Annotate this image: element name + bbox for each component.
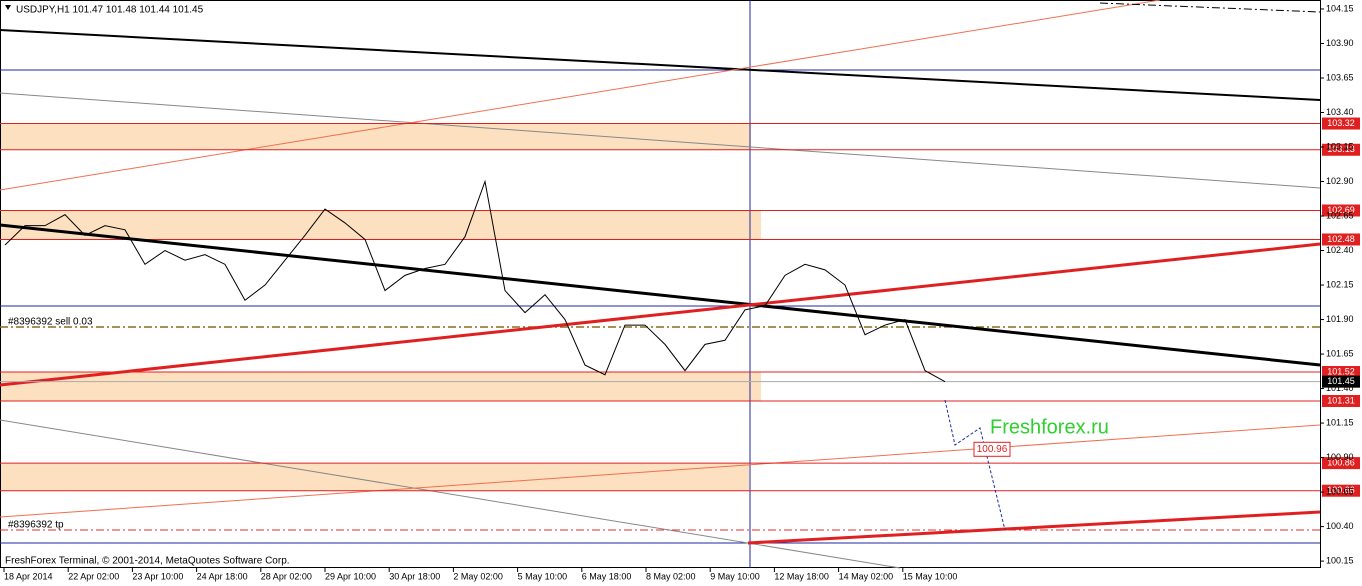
projection — [944, 399, 1006, 531]
level-label: 101.52 — [1327, 366, 1355, 376]
price-line — [4, 179, 946, 383]
level-label: 102.48 — [1327, 234, 1355, 244]
x-tick-label: 28 Apr 02:00 — [261, 571, 312, 581]
level-label: 101.31 — [1327, 395, 1355, 405]
level-label-box — [1322, 394, 1360, 407]
y-tick-label: 100.90 — [1326, 452, 1354, 462]
trend-line — [0, 29, 1321, 101]
y-tick-label: 103.90 — [1326, 38, 1354, 48]
trend-line — [0, 92, 1321, 189]
footer: FreshForex Terminal, © 2001-2014, MetaQu… — [5, 556, 290, 567]
level-label-box — [1322, 457, 1360, 470]
y-tick-label: 101.15 — [1326, 417, 1354, 427]
trend-line — [1099, 2, 1321, 13]
level-label: 100.66 — [1327, 485, 1355, 495]
y-tick-label: 104.15 — [1326, 3, 1354, 13]
zone — [1, 371, 761, 401]
y-tick-label: 102.40 — [1326, 245, 1354, 255]
level-label-box — [1322, 204, 1360, 217]
y-tick-label: 101.90 — [1326, 314, 1354, 324]
level-label-box — [1322, 365, 1360, 378]
y-tick-label: 103.15 — [1326, 141, 1354, 151]
level-label-box — [1322, 143, 1360, 156]
level-label-box — [1322, 117, 1360, 130]
level-label: 100.86 — [1327, 457, 1355, 467]
x-tick-label: 24 Apr 18:00 — [197, 571, 248, 581]
x-tick-label: 9 May 10:00 — [710, 571, 760, 581]
zone — [1, 463, 749, 491]
trend-line — [747, 510, 1321, 545]
x-tick-label: 15 May 10:00 — [903, 571, 958, 581]
y-tick-label: 101.65 — [1326, 348, 1354, 358]
x-tick-label: 22 Apr 02:00 — [68, 571, 119, 581]
y-tick-label: 101.40 — [1326, 383, 1354, 393]
target-box — [973, 441, 1011, 457]
y-tick-label: 102.90 — [1326, 176, 1354, 186]
level-label-box — [1322, 233, 1360, 246]
x-tick-label: 12 May 18:00 — [774, 571, 829, 581]
level-label: 103.32 — [1327, 118, 1355, 128]
y-tick-label: 100.40 — [1326, 521, 1354, 531]
zone — [1, 210, 761, 240]
level-label: 103.13 — [1327, 144, 1355, 154]
y-tick-label: 103.65 — [1326, 72, 1354, 82]
watermark: Freshforex.ru — [990, 416, 1109, 438]
x-tick-label: 5 May 10:00 — [518, 571, 568, 581]
x-tick-label: 8 May 02:00 — [646, 571, 696, 581]
chart-title: USDJPY,H1 101.47 101.48 101.44 101.45 — [16, 5, 204, 16]
y-tick-label: 102.65 — [1326, 210, 1354, 220]
trend-line — [0, 242, 1321, 387]
level-label-box — [1322, 484, 1360, 497]
y-tick-label: 100.65 — [1326, 486, 1354, 496]
x-tick-label: 30 Apr 18:00 — [389, 571, 440, 581]
y-tick-label: 103.40 — [1326, 107, 1354, 117]
target-label: 100.96 — [977, 444, 1008, 455]
trend-line — [0, 0, 1161, 191]
tp-label: #8396392 tp — [8, 520, 64, 531]
order-label: #8396392 sell 0.03 — [8, 317, 93, 328]
y-tick-label: 102.15 — [1326, 279, 1354, 289]
level-label: 102.69 — [1327, 205, 1355, 215]
x-tick-label: 14 May 02:00 — [839, 571, 894, 581]
current-price-box — [1322, 375, 1360, 388]
trend-line — [0, 223, 1321, 367]
trend-line — [0, 424, 1321, 518]
menu-arrow[interactable] — [5, 5, 11, 10]
x-tick-label: 2 May 02:00 — [453, 571, 503, 581]
x-tick-label: 29 Apr 10:00 — [325, 571, 376, 581]
x-tick-label: 6 May 18:00 — [582, 571, 632, 581]
current-price-label: 101.45 — [1327, 376, 1355, 386]
x-tick-label: 18 Apr 2014 — [4, 571, 53, 581]
y-tick-label: 100.15 — [1326, 555, 1354, 565]
x-tick-label: 23 Apr 10:00 — [132, 571, 183, 581]
zone — [1, 123, 751, 150]
